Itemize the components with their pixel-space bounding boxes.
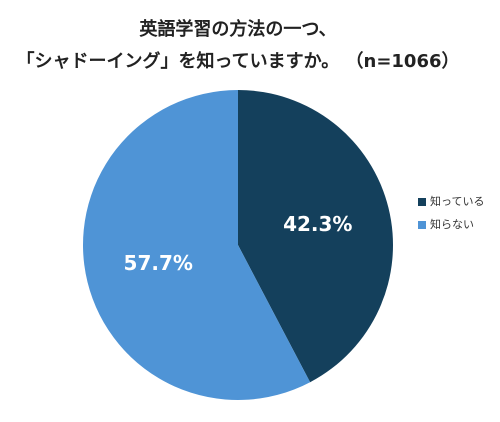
pie-slice (82, 89, 311, 400)
chart-title: 英語学習の方法の一つ、 (138, 18, 336, 40)
pie-slice (238, 90, 393, 383)
chart-title: 「シャドーイング」を知っていますか。 （n=1066） (17, 50, 460, 72)
legend-label: 知っている (430, 194, 484, 208)
legend-label: 知らない (430, 217, 474, 231)
value-label: 57.7% (124, 251, 193, 275)
value-label: 42.3% (283, 212, 352, 236)
legend-swatch (418, 198, 426, 206)
legend-swatch (418, 221, 426, 229)
